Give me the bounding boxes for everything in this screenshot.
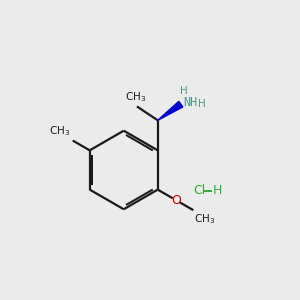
Text: CH$_3$: CH$_3$ — [125, 90, 146, 104]
Text: CH$_3$: CH$_3$ — [49, 124, 70, 138]
Text: H: H — [180, 86, 188, 96]
Text: CH$_3$: CH$_3$ — [194, 212, 216, 226]
Text: H: H — [198, 99, 206, 109]
Polygon shape — [158, 101, 183, 120]
Text: NH: NH — [183, 97, 197, 110]
Text: H: H — [213, 184, 222, 197]
Text: O: O — [171, 194, 181, 207]
Text: Cl: Cl — [193, 184, 205, 197]
